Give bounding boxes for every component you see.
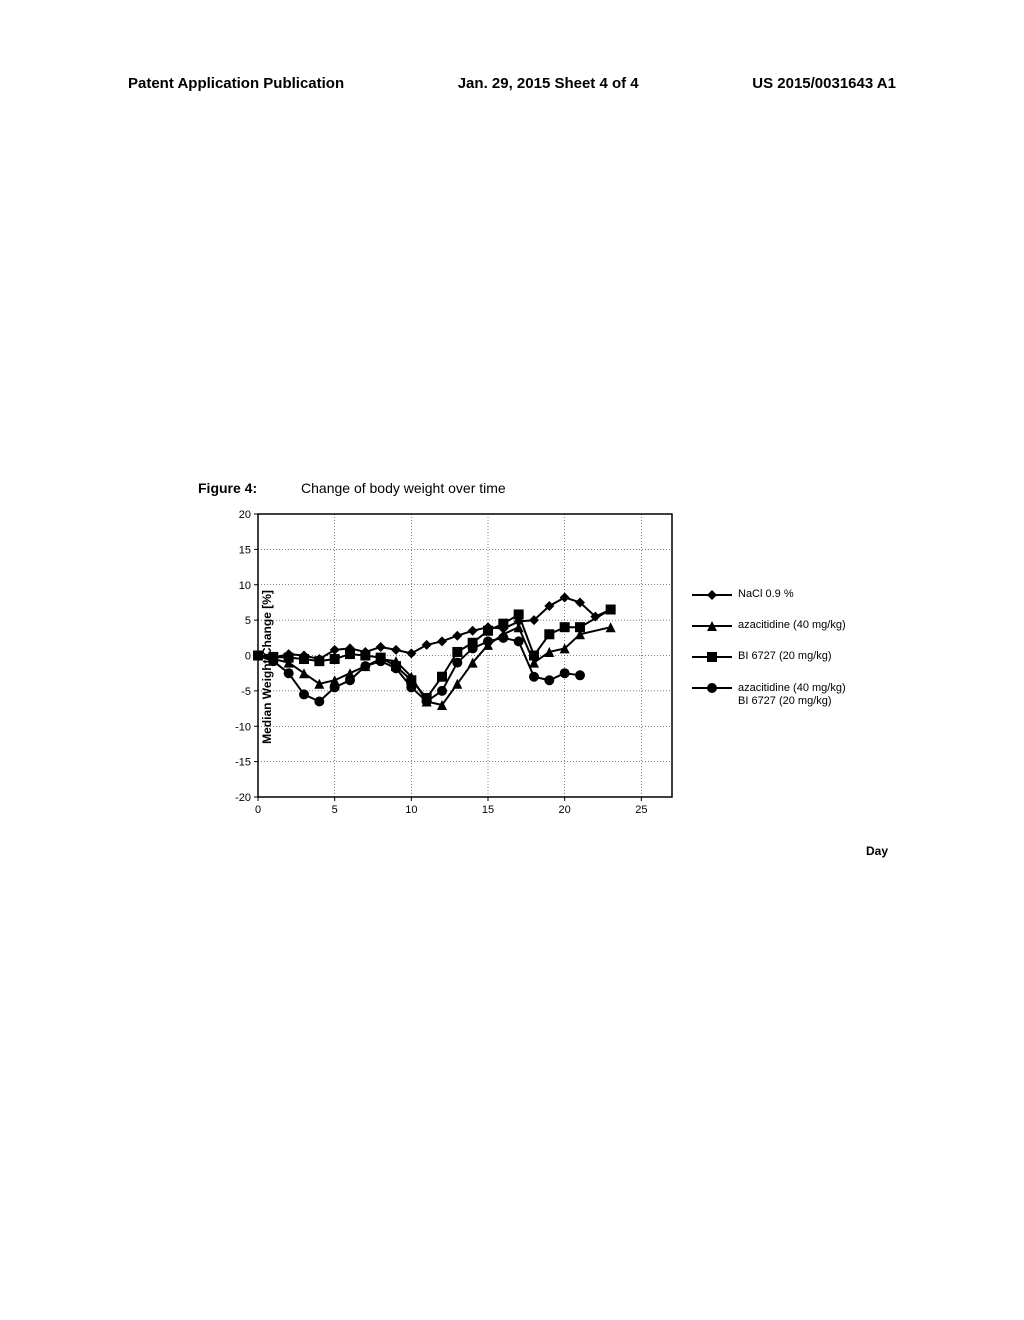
header-left: Patent Application Publication (128, 75, 344, 92)
svg-text:20: 20 (559, 804, 571, 816)
legend-item-nacl: NaCl 0.9 % (692, 588, 846, 601)
svg-text:-5: -5 (241, 686, 251, 698)
legend-label: azacitidine (40 mg/kg) (738, 619, 846, 632)
legend-marker-icon (692, 682, 732, 694)
svg-text:20: 20 (239, 509, 251, 521)
svg-text:15: 15 (239, 544, 251, 556)
figure-title-text: Change of body weight over time (301, 480, 506, 496)
svg-text:10: 10 (405, 804, 417, 816)
legend-marker-icon (692, 620, 732, 632)
svg-text:-10: -10 (235, 721, 251, 733)
legend-item-combo: azacitidine (40 mg/kg)BI 6727 (20 mg/kg) (692, 682, 846, 708)
page-header: Patent Application Publication Jan. 29, … (128, 75, 896, 92)
figure-title: Figure 4: Change of body weight over tim… (198, 480, 898, 496)
svg-text:25: 25 (635, 804, 647, 816)
figure-container: Figure 4: Change of body weight over tim… (198, 480, 898, 826)
legend-label: BI 6727 (20 mg/kg) (738, 650, 832, 663)
svg-text:0: 0 (255, 804, 261, 816)
svg-text:-15: -15 (235, 757, 251, 769)
x-axis-label: Day (866, 844, 888, 858)
legend-item-bi6727: BI 6727 (20 mg/kg) (692, 650, 846, 663)
svg-text:5: 5 (332, 804, 338, 816)
header-center: Jan. 29, 2015 Sheet 4 of 4 (458, 75, 639, 92)
legend-label: azacitidine (40 mg/kg)BI 6727 (20 mg/kg) (738, 682, 846, 708)
legend-marker-icon (692, 651, 732, 663)
svg-text:0: 0 (245, 651, 251, 663)
svg-text:-20: -20 (235, 792, 251, 804)
svg-text:15: 15 (482, 804, 494, 816)
header-right: US 2015/0031643 A1 (752, 75, 896, 92)
y-axis-label: Median Weight Change [%] (260, 590, 274, 744)
figure-label: Figure 4: (198, 480, 257, 496)
svg-text:10: 10 (239, 580, 251, 592)
legend-marker-icon (692, 589, 732, 601)
line-chart: -20 -15 -10 -5 0 5 10 15 20 0 5 10 15 20 25 (222, 508, 678, 821)
chart-wrapper: Median Weight Change [%] -20 -15 -10 -5 0 5 10… (222, 508, 898, 826)
legend-item-azacitidine: azacitidine (40 mg/kg) (692, 619, 846, 632)
chart-legend: NaCl 0.9 %azacitidine (40 mg/kg)BI 6727 … (692, 588, 846, 726)
svg-text:5: 5 (245, 615, 251, 627)
legend-label: NaCl 0.9 % (738, 588, 794, 601)
